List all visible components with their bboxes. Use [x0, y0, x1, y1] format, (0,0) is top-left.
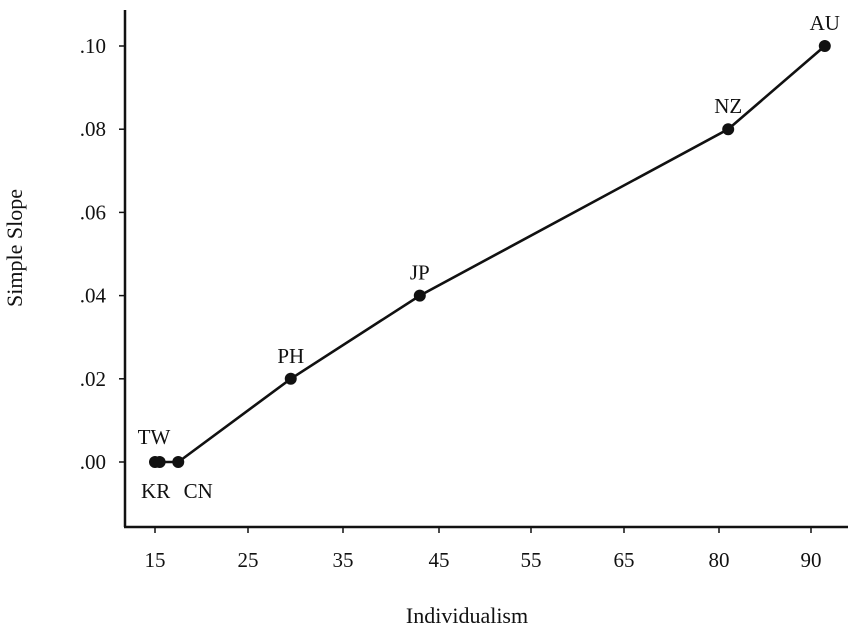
point-label-tw: TW [138, 425, 171, 449]
y-ticks: .00 .02 .04 .06 .08 .10 [80, 34, 125, 474]
x-tick-label: 35 [333, 548, 354, 572]
x-tick-label: 25 [238, 548, 259, 572]
data-point-nz [722, 123, 735, 136]
x-tick-label: 90 [801, 548, 822, 572]
y-tick-label: .10 [80, 34, 106, 58]
point-label-au: AU [810, 11, 840, 35]
y-tick-label: .00 [80, 450, 106, 474]
data-point-cn [172, 456, 185, 468]
x-tick-label: 15 [145, 548, 166, 572]
y-tick-label: .02 [80, 367, 106, 391]
data-point-jp [413, 289, 426, 302]
x-tick-label: 65 [614, 548, 635, 572]
y-axis-title: Simple Slope [2, 189, 27, 307]
axes [123, 10, 848, 529]
y-tick-label: .06 [80, 200, 106, 224]
y-tick-label: .04 [80, 284, 107, 308]
x-axis-title: Individualism [406, 603, 528, 628]
data-point-kr [153, 456, 166, 468]
data-point-ph [284, 372, 297, 385]
point-label-kr: KR [141, 479, 170, 503]
x-ticks: 15 25 35 45 55 65 80 90 [145, 527, 822, 572]
x-tick-label: 45 [429, 548, 450, 572]
data-point-labels: TW KR CN PH JP NZ AU [138, 11, 840, 503]
x-tick-label: 55 [521, 548, 542, 572]
point-label-nz: NZ [714, 94, 742, 118]
point-label-ph: PH [277, 344, 304, 368]
point-label-jp: JP [410, 261, 430, 285]
point-label-cn: CN [184, 479, 213, 503]
y-tick-label: .08 [80, 117, 106, 141]
data-point-au [818, 40, 831, 52]
x-tick-label: 80 [709, 548, 730, 572]
data-points [149, 40, 831, 468]
